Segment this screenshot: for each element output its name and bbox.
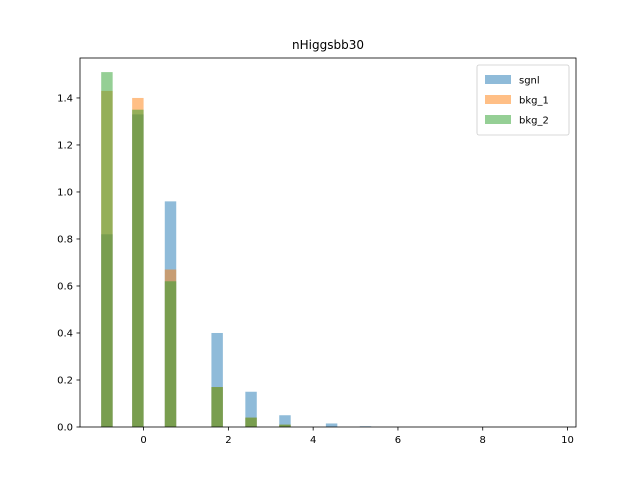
legend-label-sgnl: sgnl [519,76,540,87]
legend-label-bkg_1: bkg_1 [519,96,549,107]
axes: 0 2 4 6 8 10 0.0 0.2 0.4 0.6 0.8 1.0 1.2 1.4 [57,57,577,446]
bar-bkg_2-bin-3 [211,387,223,427]
y-tick-label: 1.4 [57,93,73,104]
legend: sgnl bkg_1 bkg_2 [476,64,570,136]
bar-bkg_2-bin-2 [164,281,177,427]
bar-bkg_2-bin-1 [132,109,144,428]
legend-swatch-sgnl [485,75,511,84]
y-tick-label: 1.0 [57,187,73,198]
x-tick-label: 10 [561,435,574,446]
x-tick-label: 6 [395,435,401,446]
x-tick-label: 0 [140,435,146,446]
x-tick-label: 8 [480,435,486,446]
y-tick-label: 0.4 [57,328,73,339]
x-tick-label: 4 [310,435,316,446]
y-tick-label: 0.8 [57,234,73,245]
legend-swatch-bkg_1 [485,95,511,104]
y-tick-label: 0.0 [57,423,73,434]
bar-sgnl-bin-6 [325,423,338,427]
x-tick-label: 2 [225,435,231,446]
bar-bkg_2-bin-4 [245,417,257,427]
bar-sgnl-bin-4 [245,391,257,427]
bar-bkg_2-bin-5 [279,424,291,427]
bar-bkg_2-bin-0 [101,72,113,427]
bar-sgnl-bin-5 [279,415,291,427]
y-tick-label: 1.2 [57,140,73,151]
legend-swatch-bkg_2 [485,115,511,124]
y-tick-label: 0.2 [57,375,73,386]
plot-frame [79,57,577,428]
plot-area [101,72,372,428]
y-tick-label: 0.6 [57,281,73,292]
legend-label-bkg_2: bkg_2 [519,116,549,127]
chart-title: nHiggsbb30 [292,38,364,52]
bar-sgnl-bin-3 [211,332,223,427]
